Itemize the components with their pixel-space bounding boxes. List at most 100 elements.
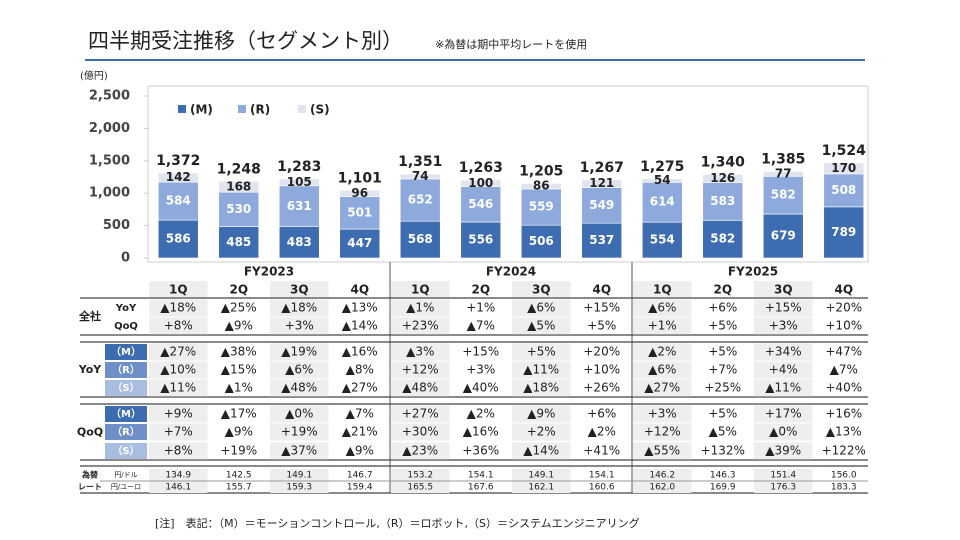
col-shade xyxy=(391,405,450,423)
row-label: （M） xyxy=(111,345,141,358)
cell: ▲10% xyxy=(160,363,196,377)
segment-cell xyxy=(105,406,147,422)
y-tick-label: 0 xyxy=(121,251,130,266)
legend-swatch xyxy=(238,105,246,113)
quarter-label: 2Q xyxy=(713,283,732,297)
col-shade xyxy=(149,379,208,397)
col-shade xyxy=(270,379,329,397)
cell: +19% xyxy=(220,444,257,458)
cell: 153.2 xyxy=(407,471,433,481)
cell: ▲1% xyxy=(406,301,434,315)
cell: 155.7 xyxy=(226,483,252,493)
col-shade xyxy=(633,423,692,441)
col-shade xyxy=(391,379,450,397)
cell: +1% xyxy=(648,319,677,333)
segment-label: 549 xyxy=(589,198,614,212)
cell: ▲7% xyxy=(346,407,374,421)
legend-label: (R) xyxy=(250,103,270,117)
segment-label: 170 xyxy=(831,161,856,175)
bar-segment xyxy=(157,219,199,259)
col-shade xyxy=(391,442,450,460)
row-label: 円/ドル xyxy=(114,471,137,479)
cell: ▲37% xyxy=(281,444,317,458)
bar-segment xyxy=(702,219,744,259)
cell: ▲7% xyxy=(830,363,858,377)
cell: ▲23% xyxy=(402,444,438,458)
col-shade xyxy=(754,442,813,460)
cell: ▲27% xyxy=(160,345,196,359)
segment-label: 583 xyxy=(710,194,735,208)
col-shade xyxy=(149,317,208,335)
cell: ▲14% xyxy=(523,444,559,458)
segment-label: 568 xyxy=(408,232,433,246)
col-shade xyxy=(270,361,329,379)
cell: +5% xyxy=(708,407,737,421)
segment-cell xyxy=(105,362,147,378)
col-shade xyxy=(270,481,329,493)
col-shade xyxy=(512,281,571,297)
col-shade xyxy=(512,442,571,460)
bar-segment xyxy=(218,226,260,259)
cell: 146.2 xyxy=(649,471,675,481)
col-shade xyxy=(149,442,208,460)
bar-segment xyxy=(581,187,623,224)
segment-label: 582 xyxy=(710,232,735,246)
total-label: 1,248 xyxy=(217,161,261,177)
segment-label: 483 xyxy=(287,235,312,249)
cell: 134.9 xyxy=(165,471,191,481)
cell: 176.3 xyxy=(770,483,796,493)
col-shade xyxy=(512,343,571,361)
col-shade xyxy=(270,317,329,335)
cell: ▲27% xyxy=(644,381,680,395)
col-shade xyxy=(149,343,208,361)
segment-cell xyxy=(105,344,147,360)
group-label: 全社 xyxy=(78,309,101,323)
col-shade xyxy=(754,405,813,423)
bar-segment xyxy=(641,178,683,183)
cell: +40% xyxy=(825,381,862,395)
bar-segment xyxy=(460,179,502,187)
col-shade xyxy=(633,281,692,297)
segment-cell xyxy=(105,380,147,396)
bar-segment xyxy=(157,172,199,183)
cell: ▲0% xyxy=(285,407,313,421)
segment-label: 506 xyxy=(529,234,554,248)
col-shade xyxy=(391,481,450,493)
cell: ▲2% xyxy=(648,345,676,359)
segment-label: 508 xyxy=(831,183,856,197)
cell: ▲15% xyxy=(221,363,257,377)
cell: ▲11% xyxy=(765,381,801,395)
total-label: 1,205 xyxy=(519,163,563,179)
cell: +6% xyxy=(587,407,616,421)
col-shade xyxy=(633,481,692,493)
col-shade xyxy=(512,317,571,335)
total-label: 1,283 xyxy=(277,159,321,175)
cell: ▲40% xyxy=(463,381,499,395)
y-tick-label: 2,000 xyxy=(89,121,130,136)
bar-segment xyxy=(460,221,502,259)
cell: +4% xyxy=(769,363,798,377)
segment-label: 86 xyxy=(533,179,550,193)
quarter-label: 4Q xyxy=(350,283,369,297)
bar-segment xyxy=(641,182,683,223)
bar-segment xyxy=(762,170,804,177)
col-shade xyxy=(270,281,329,297)
segment-label: 100 xyxy=(468,176,493,190)
cell: +9% xyxy=(164,407,193,421)
cell: 149.1 xyxy=(286,471,312,481)
bar-segment xyxy=(218,191,260,227)
col-shade xyxy=(633,317,692,335)
group-label: YoY xyxy=(78,363,103,376)
col-shade xyxy=(633,379,692,397)
col-shade xyxy=(754,481,813,493)
bar-segment xyxy=(157,181,199,221)
col-shade xyxy=(149,481,208,493)
col-shade xyxy=(270,343,329,361)
quarter-label: 2Q xyxy=(471,283,490,297)
total-label: 1,263 xyxy=(459,160,503,176)
segment-label: 582 xyxy=(771,188,796,202)
cell: ▲39% xyxy=(765,444,801,458)
bar-segment xyxy=(520,224,562,259)
cell: 159.4 xyxy=(347,483,373,493)
cell: 159.3 xyxy=(286,483,312,493)
